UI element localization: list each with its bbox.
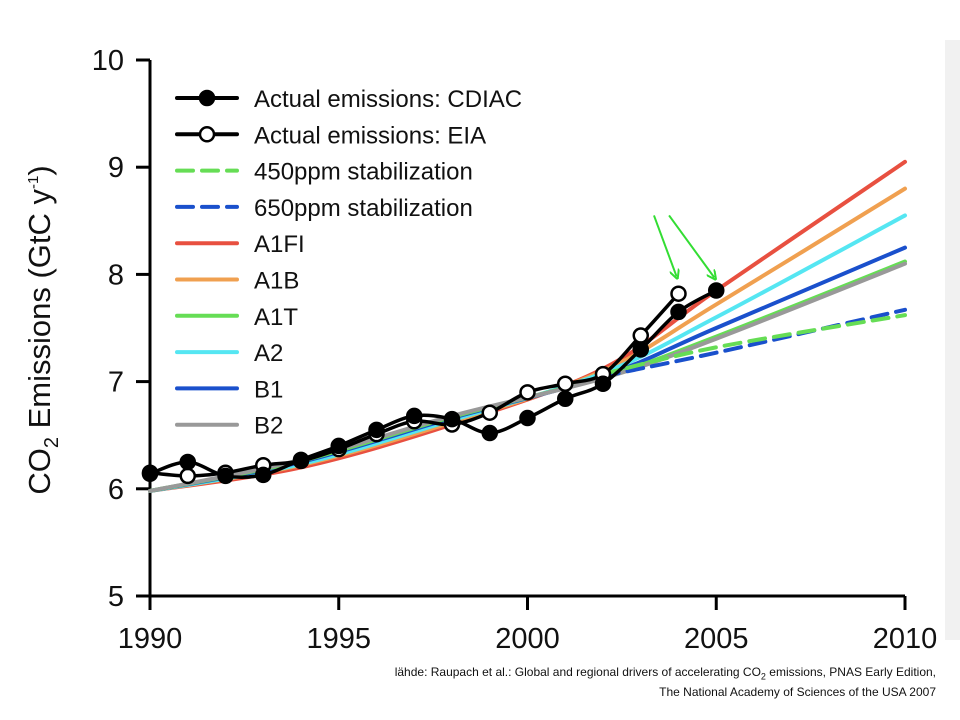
legend-label-b2: B2 (254, 413, 283, 440)
data-point-actual-emissions-cdiac (519, 409, 536, 427)
series-line-650ppm-stabilization (601, 307, 907, 379)
data-point-actual-emissions-eia (670, 285, 687, 302)
data-point-actual-emissions-eia (179, 467, 196, 485)
series-line-450ppm-stabilization (601, 313, 907, 377)
data-point-actual-emissions-eia (519, 384, 536, 401)
source-line-2: The National Academy of Sciences of the … (659, 685, 936, 700)
legend-marker-actual-emissions-eia (198, 126, 216, 143)
data-point-actual-emissions-cdiac (406, 407, 423, 425)
data-point-actual-emissions-cdiac (670, 303, 687, 321)
x-tick-label: 1995 (306, 623, 371, 655)
y-tick-label: 5 (108, 581, 124, 613)
annotation-arrow (668, 214, 714, 277)
y-tick-label: 8 (108, 259, 124, 291)
chart-legend: Actual emissions: CDIAC Actual emissions:… (175, 86, 522, 440)
data-point-actual-emissions-cdiac (708, 282, 725, 299)
data-point-actual-emissions-cdiac (368, 421, 385, 439)
y-tick-label: 9 (108, 152, 124, 184)
data-point-actual-emissions-cdiac (217, 467, 234, 485)
legend-label-a1b: A1B (254, 268, 299, 295)
y-tick-label: 10 (92, 45, 124, 77)
data-point-actual-emissions-cdiac (141, 465, 159, 483)
data-point-actual-emissions-cdiac (443, 410, 461, 428)
chart-annotations (653, 214, 714, 277)
chart-markers (141, 282, 725, 485)
x-tick-label: 2010 (873, 623, 938, 655)
x-tick-label: 1990 (118, 623, 183, 655)
series-line-actual-emissions-cdiac (148, 288, 718, 479)
x-tick-label: 2005 (684, 623, 749, 655)
legend-label-a1fi: A1FI (254, 231, 305, 258)
data-point-actual-emissions-cdiac (594, 375, 612, 392)
y-axis-label: CO2 Emissions (GtC y-1) (22, 165, 63, 494)
data-point-actual-emissions-cdiac (481, 424, 498, 442)
data-point-actual-emissions-cdiac (632, 341, 649, 358)
legend-marker-actual-emissions-cdiac (198, 89, 216, 107)
x-tick-label: 2000 (495, 623, 560, 655)
source-line-1: lähde: Raupach et al.: Global and region… (394, 665, 936, 682)
data-point-actual-emissions-eia (557, 375, 574, 392)
chart-axes: 5 6 7 8 9 10 1990 1995 2000 2005 2010 (92, 45, 938, 655)
legend-label-actual-emissions-cdiac: Actual emissions: CDIAC (254, 86, 522, 113)
legend-label-650ppm-stabilization: 650ppm stabilization (254, 195, 473, 222)
legend-label-b1: B1 (254, 376, 283, 403)
data-point-actual-emissions-eia (481, 404, 498, 421)
data-point-actual-emissions-cdiac (179, 453, 196, 471)
data-point-actual-emissions-cdiac (330, 437, 347, 455)
legend-label-a2: A2 (254, 340, 283, 367)
data-point-actual-emissions-cdiac (557, 390, 574, 408)
legend-label-a1t: A1T (254, 304, 298, 331)
annotation-arrow (653, 215, 677, 276)
legend-label-450ppm-stabilization: 450ppm stabilization (254, 159, 473, 186)
legend-label-actual-emissions-eia: Actual emissions: EIA (254, 122, 486, 149)
data-point-actual-emissions-cdiac (255, 466, 272, 484)
y-tick-label: 7 (108, 367, 124, 399)
y-tick-label: 6 (108, 474, 124, 506)
data-point-actual-emissions-eia (632, 327, 649, 344)
right-edge-panel (945, 40, 960, 640)
source-citation: lähde: Raupach et al.: Global and region… (395, 664, 936, 700)
data-point-actual-emissions-cdiac (292, 451, 310, 469)
